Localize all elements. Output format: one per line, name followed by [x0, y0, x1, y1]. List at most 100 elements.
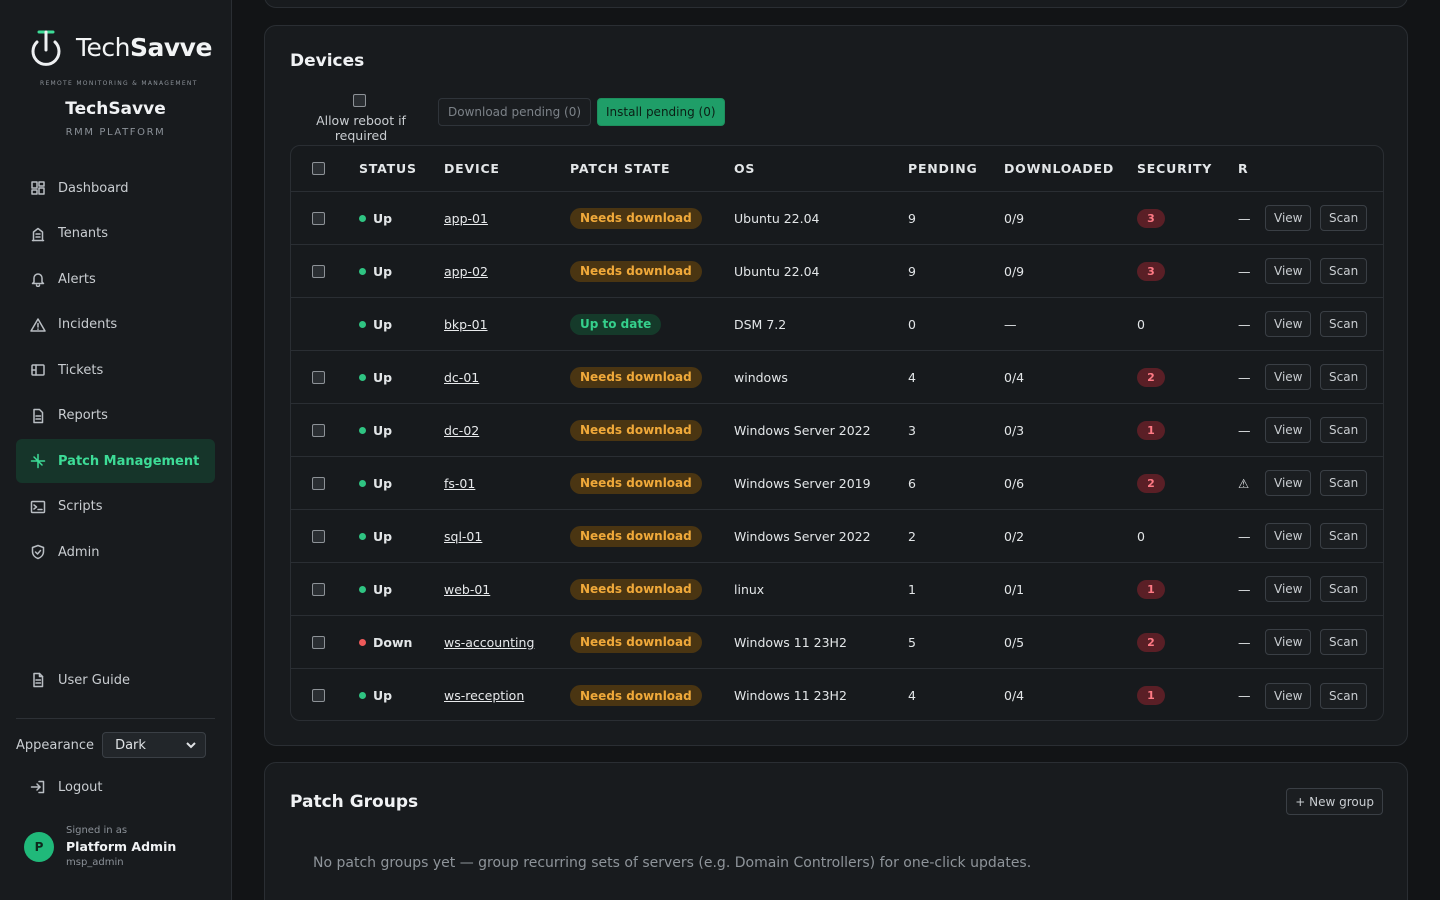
logout-button[interactable]: Logout [16, 765, 215, 809]
col-patch-state[interactable]: PATCH STATE [570, 161, 671, 176]
status-cell: Up [359, 563, 392, 615]
os-cell: linux [734, 581, 765, 597]
row-checkbox[interactable] [312, 529, 325, 543]
row-checkbox[interactable] [312, 211, 325, 225]
view-button[interactable]: View [1265, 205, 1312, 231]
scan-button[interactable]: Scan [1320, 470, 1368, 496]
download-pending-button[interactable]: Download pending (0) [438, 98, 592, 126]
table-row[interactable]: Up app-01 Needs download Ubuntu 22.04 9 0/9 3 —… [291, 192, 1383, 245]
device-link[interactable]: app-01 [444, 210, 488, 226]
scan-button[interactable]: Scan [1320, 629, 1368, 655]
pending-cell: 0 [908, 316, 916, 332]
select-all-checkbox[interactable] [312, 162, 325, 175]
view-button[interactable]: View [1265, 576, 1312, 602]
sidebar-item-admin[interactable]: Admin [16, 530, 215, 574]
device-link[interactable]: ws-reception [444, 688, 525, 703]
os-cell: Windows Server 2019 [734, 475, 871, 491]
device-link[interactable]: bkp-01 [444, 316, 488, 332]
os-cell: windows [734, 369, 788, 385]
new-group-button[interactable]: + New group [1286, 788, 1383, 815]
pending-cell: 9 [908, 263, 916, 279]
downloaded-cell: 0/6 [1004, 475, 1025, 491]
col-device[interactable]: DEVICE [444, 161, 500, 176]
row-checkbox[interactable] [312, 689, 325, 702]
sidebar-item-label: Tickets [58, 362, 104, 378]
scan-button[interactable]: Scan [1320, 417, 1368, 443]
sidebar-item-tickets[interactable]: Tickets [16, 348, 215, 392]
table-row[interactable]: Up ws-reception Needs download Windows 11 2… [291, 669, 1383, 720]
scan-button[interactable]: Scan [1320, 523, 1368, 549]
table-row[interactable]: Up dc-01 Needs download windows 4 0/4 2 — View Sc… [291, 351, 1383, 404]
device-link[interactable]: dc-02 [444, 422, 480, 438]
scan-button[interactable]: Scan [1320, 311, 1368, 337]
row-checkbox[interactable] [312, 370, 325, 384]
device-link[interactable]: fs-01 [444, 475, 476, 491]
sidebar-item-tenants[interactable]: Tenants [16, 212, 215, 256]
sidebar-item-incidents[interactable]: Incidents [16, 303, 215, 347]
table-row[interactable]: Up bkp-01 Up to date DSM 7.2 0 — 0 — View Scan [291, 298, 1383, 351]
user-profile[interactable]: P Signed in as Platform Admin msp_admin [24, 825, 176, 868]
view-button[interactable]: View [1265, 523, 1312, 549]
scan-button[interactable]: Scan [1320, 205, 1368, 231]
scan-button[interactable]: Scan [1320, 258, 1368, 284]
sidebar-item-reports[interactable]: Reports [16, 394, 215, 438]
appearance-value: Dark [115, 737, 146, 753]
os-cell: Windows Server 2022 [734, 528, 871, 544]
device-link[interactable]: dc-01 [444, 369, 480, 385]
downloaded-cell: 0/9 [1004, 263, 1025, 279]
device-link[interactable]: app-02 [444, 263, 488, 279]
install-pending-button[interactable]: Install pending (0) [597, 98, 725, 126]
allow-reboot-checkbox[interactable] [353, 94, 366, 107]
col-pending[interactable]: PENDING [908, 161, 978, 176]
patch-state-badge: Needs download [570, 685, 702, 706]
col-downloaded[interactable]: DOWNLOADED [1004, 161, 1115, 176]
table-row[interactable]: Up app-02 Needs download Ubuntu 22.04 9 0/9 3 —… [291, 245, 1383, 298]
row-checkbox[interactable] [312, 635, 325, 649]
view-button[interactable]: View [1265, 682, 1312, 709]
col-os[interactable]: OS [734, 161, 756, 176]
sidebar-item-user-guide[interactable]: User Guide [16, 658, 215, 702]
row-checkbox[interactable] [312, 264, 325, 278]
status-cell: Up [359, 510, 392, 562]
allow-reboot-label: Allow reboot if required [316, 113, 406, 143]
scan-button[interactable]: Scan [1320, 576, 1368, 602]
row-checkbox[interactable] [312, 476, 325, 490]
row-checkbox[interactable] [312, 582, 325, 596]
view-button[interactable]: View [1265, 311, 1312, 337]
logout-container: Logout [16, 765, 215, 811]
sidebar-item-scripts[interactable]: Scripts [16, 485, 215, 529]
device-link[interactable]: ws-accounting [444, 634, 535, 650]
table-row[interactable]: Up web-01 Needs download linux 1 0/1 1 — View Sca… [291, 563, 1383, 616]
logout-icon [30, 779, 46, 795]
device-link[interactable]: web-01 [444, 581, 491, 597]
empty-state-text: No patch groups yet — group recurring se… [313, 855, 1032, 871]
col-status[interactable]: STATUS [359, 161, 417, 176]
appearance-select[interactable]: Dark [102, 732, 207, 758]
table-row[interactable]: Down ws-accounting Needs download Windows 1… [291, 616, 1383, 669]
status-dot [359, 214, 366, 222]
col-security[interactable]: SECURITY [1137, 161, 1213, 176]
col-reboot[interactable]: R [1238, 161, 1249, 176]
status-dot [359, 638, 366, 646]
pending-cell: 3 [908, 422, 916, 438]
logo[interactable]: TechSavve [28, 26, 212, 68]
table-row[interactable]: Up sql-01 Needs download Windows Server 202… [291, 510, 1383, 563]
scan-button[interactable]: Scan [1320, 682, 1368, 709]
patch-state-badge: Needs download [570, 525, 702, 547]
table-row[interactable]: Up fs-01 Needs download Windows Server 2019… [291, 457, 1383, 510]
scan-button[interactable]: Scan [1320, 364, 1368, 390]
sidebar-item-dashboard[interactable]: Dashboard [16, 166, 215, 210]
brand-subtitle: RMM PLATFORM [65, 127, 166, 138]
downloaded-cell: 0/4 [1004, 688, 1025, 703]
table-row[interactable]: Up dc-02 Needs download Windows Server 2022… [291, 404, 1383, 457]
view-button[interactable]: View [1265, 258, 1312, 284]
sidebar-item-patch-management[interactable]: Patch Management [16, 439, 215, 483]
view-button[interactable]: View [1265, 417, 1312, 443]
view-button[interactable]: View [1265, 629, 1312, 655]
device-link[interactable]: sql-01 [444, 528, 483, 544]
view-button[interactable]: View [1265, 470, 1312, 496]
row-checkbox[interactable] [312, 423, 325, 437]
sidebar-item-alerts[interactable]: Alerts [16, 257, 215, 301]
allow-reboot-control[interactable]: Allow reboot if required [290, 94, 432, 143]
view-button[interactable]: View [1265, 364, 1312, 390]
